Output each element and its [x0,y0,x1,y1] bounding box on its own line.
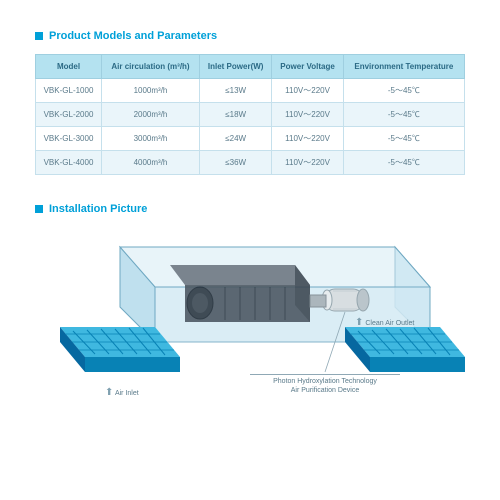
bullet-icon [35,32,43,40]
installation-diagram: ⬆ Air Inlet ⬆ Clean Air Outlet Photon Hy… [35,227,465,427]
params-heading: Product Models and Parameters [35,30,465,42]
table-row: VBK-GL-2000 2000m³/h ≤18W 110V～220V -5～4… [36,103,465,127]
col-model: Model [36,55,102,79]
params-title: Product Models and Parameters [49,30,217,42]
clean-outlet-label: ⬆ Clean Air Outlet [355,317,414,328]
arrow-up-icon: ⬆ [355,317,363,328]
clean-outlet-grille [345,327,465,372]
table-row: VBK-GL-4000 4000m³/h ≤36W 110V～220V -5～4… [36,151,465,175]
bullet-icon [35,205,43,213]
col-air: Air circulation (m³/h) [102,55,200,79]
device-label: Photon Hydroxylation Technology Air Puri… [250,374,400,395]
table-row: VBK-GL-3000 3000m³/h ≤24W 110V～220V -5～4… [36,127,465,151]
col-power: Inlet Power(W) [199,55,271,79]
table-header-row: Model Air circulation (m³/h) Inlet Power… [36,55,465,79]
air-inlet-label: ⬆ Air Inlet [105,387,139,398]
install-heading: Installation Picture [35,203,465,215]
params-table: Model Air circulation (m³/h) Inlet Power… [35,54,465,175]
col-temp: Environment Temperature [343,55,464,79]
arrow-up-icon: ⬆ [105,387,113,398]
install-title: Installation Picture [49,203,147,215]
fan-unit [170,265,310,322]
table-row: VBK-GL-1000 1000m³/h ≤13W 110V～220V -5～4… [36,79,465,103]
col-voltage: Power Voltage [272,55,343,79]
